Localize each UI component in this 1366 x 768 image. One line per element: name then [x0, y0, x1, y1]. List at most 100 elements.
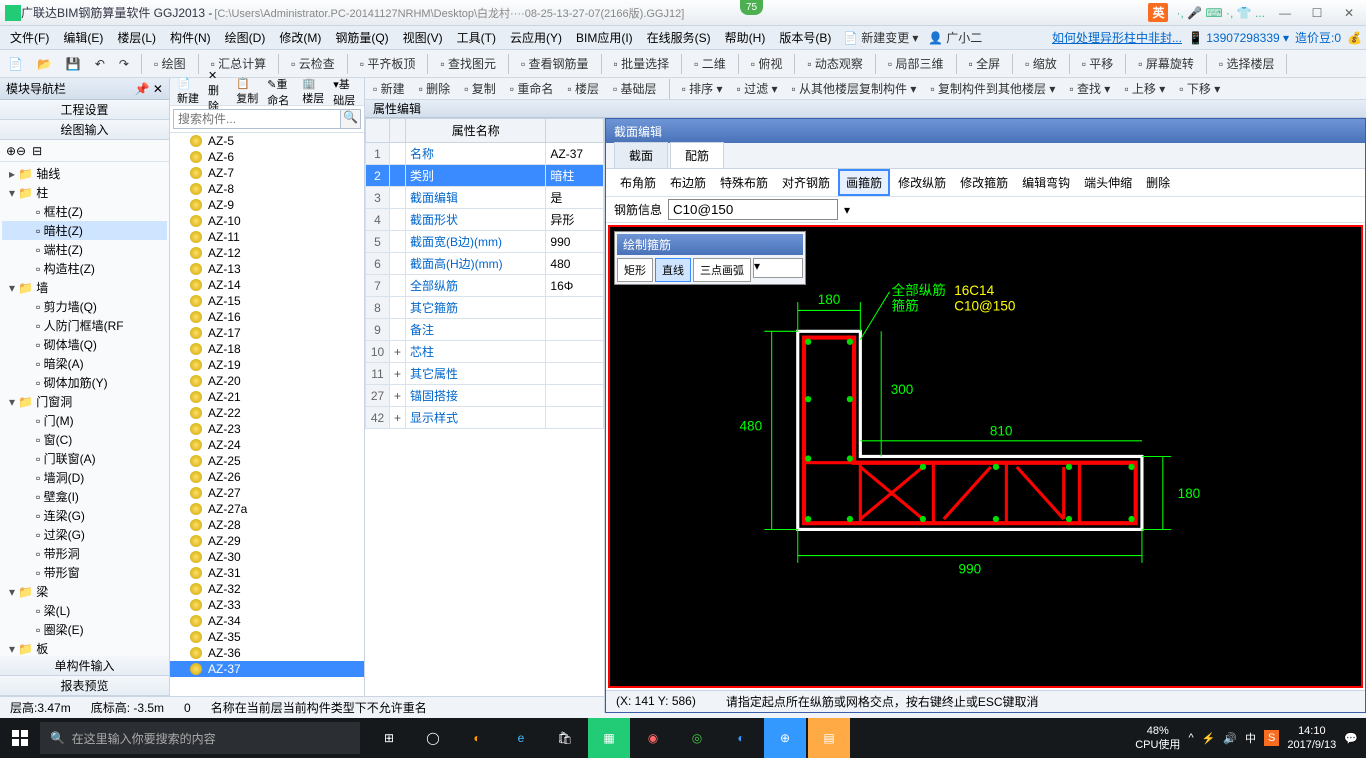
- canvas-tool[interactable]: 三点画弧: [693, 258, 751, 282]
- section-tool[interactable]: 端头伸缩: [1078, 171, 1138, 194]
- open-icon[interactable]: 📂: [33, 55, 56, 73]
- prop-row[interactable]: 4截面形状异形: [366, 209, 604, 231]
- comp-tool[interactable]: ▫ 复制: [460, 78, 500, 99]
- tree-item[interactable]: ▫ 壁龛(I): [2, 487, 167, 506]
- list-item[interactable]: AZ-9: [170, 197, 364, 213]
- color-picker[interactable]: ▾: [753, 258, 803, 278]
- list-item[interactable]: AZ-12: [170, 245, 364, 261]
- tree-item[interactable]: ▫ 梁(L): [2, 601, 167, 620]
- menu-item[interactable]: 视图(V): [397, 27, 449, 48]
- tray-up-icon[interactable]: ^: [1188, 732, 1193, 744]
- menu-item[interactable]: 帮助(H): [719, 27, 772, 48]
- list-item[interactable]: AZ-27a: [170, 501, 364, 517]
- close-button[interactable]: ✕: [1337, 4, 1361, 22]
- tray-net-icon[interactable]: 🔊: [1223, 732, 1237, 745]
- toolbar-button[interactable]: ▫ 动态观察: [803, 53, 867, 74]
- toolbar-button[interactable]: ▫ 局部三维: [884, 53, 948, 74]
- comp-tool[interactable]: ▫ 新建: [369, 78, 409, 99]
- store-icon[interactable]: 🛍: [544, 718, 586, 758]
- maximize-button[interactable]: ☐: [1305, 4, 1329, 22]
- nav-pin-icon[interactable]: 📌 ✕: [135, 82, 163, 96]
- tree-item[interactable]: ▾📁 门窗洞: [2, 392, 167, 411]
- comp-tool[interactable]: ▫ 过滤 ▾: [733, 78, 782, 99]
- list-tool[interactable]: ✎重命名: [264, 74, 296, 110]
- list-item[interactable]: AZ-13: [170, 261, 364, 277]
- list-item[interactable]: AZ-32: [170, 581, 364, 597]
- list-item[interactable]: AZ-10: [170, 213, 364, 229]
- list-item[interactable]: AZ-34: [170, 613, 364, 629]
- list-tool[interactable]: ▾基础层: [330, 74, 360, 110]
- tray-notif-icon[interactable]: 💬: [1344, 732, 1358, 745]
- section-tool[interactable]: 删除: [1140, 171, 1176, 194]
- tree-item[interactable]: ▫ 砌体墙(Q): [2, 335, 167, 354]
- tray-ime-icon[interactable]: 中: [1245, 730, 1256, 746]
- search-input[interactable]: [173, 109, 341, 129]
- list-item[interactable]: AZ-20: [170, 373, 364, 389]
- comp-tool[interactable]: ▫ 删除: [415, 78, 455, 99]
- prop-row[interactable]: 2类别暗柱: [366, 165, 604, 187]
- section-tab[interactable]: 配筋: [670, 142, 724, 168]
- prop-row[interactable]: 6截面高(H边)(mm)480: [366, 253, 604, 275]
- nav-section-settings[interactable]: 工程设置: [0, 100, 169, 120]
- section-tool[interactable]: 布边筋: [664, 171, 712, 194]
- tree-item[interactable]: ▫ 门(M): [2, 411, 167, 430]
- prop-row[interactable]: 7全部纵筋16Φ: [366, 275, 604, 297]
- comp-tool[interactable]: ▫ 下移 ▾: [1175, 78, 1224, 99]
- tree-item[interactable]: ▾📁 板: [2, 639, 167, 656]
- toolbar-button[interactable]: ▫ 查找图元: [436, 53, 500, 74]
- nav-section-draw[interactable]: 绘图输入: [0, 120, 169, 140]
- comp-tool[interactable]: ▫ 复制构件到其他楼层 ▾: [926, 78, 1059, 99]
- app-icon-6[interactable]: ⊕: [764, 718, 806, 758]
- comp-tool[interactable]: ▫ 上移 ▾: [1120, 78, 1169, 99]
- section-tool[interactable]: 编辑弯钩: [1016, 171, 1076, 194]
- list-item[interactable]: AZ-7: [170, 165, 364, 181]
- tray-clock[interactable]: 14:102017/9/13: [1287, 724, 1336, 752]
- list-item[interactable]: AZ-19: [170, 357, 364, 373]
- tree-item[interactable]: ▾📁 柱: [2, 183, 167, 202]
- toolbar-button[interactable]: ▫ 缩放: [1021, 53, 1061, 74]
- list-item[interactable]: AZ-35: [170, 629, 364, 645]
- toolbar-button[interactable]: ▫ 绘图: [150, 53, 190, 74]
- list-item[interactable]: AZ-14: [170, 277, 364, 293]
- app-icon-1[interactable]: ◐: [456, 718, 498, 758]
- prop-row[interactable]: 5截面宽(B边)(mm)990: [366, 231, 604, 253]
- list-item[interactable]: AZ-5: [170, 133, 364, 149]
- prop-row[interactable]: 11+其它属性: [366, 363, 604, 385]
- tree-item[interactable]: ▫ 墙洞(D): [2, 468, 167, 487]
- tree-item[interactable]: ▫ 砌体加筋(Y): [2, 373, 167, 392]
- tree-item[interactable]: ▫ 门联窗(A): [2, 449, 167, 468]
- tree-item[interactable]: ▸📁 轴线: [2, 164, 167, 183]
- prop-row[interactable]: 27+锚固搭接: [366, 385, 604, 407]
- undo-icon[interactable]: ↶: [91, 55, 109, 73]
- nav-tool-1[interactable]: ⊕⊖: [6, 144, 26, 158]
- app-icon-7[interactable]: ▤: [808, 718, 850, 758]
- tree-item[interactable]: ▾📁 墙: [2, 278, 167, 297]
- toolbar-button[interactable]: ▫ 查看钢筋量: [517, 53, 593, 74]
- taskbar-search[interactable]: 🔍 在这里输入你要搜索的内容: [40, 722, 360, 754]
- menu-item[interactable]: 版本号(B): [773, 27, 837, 48]
- tree-item[interactable]: ▫ 过梁(G): [2, 525, 167, 544]
- prop-row[interactable]: 3截面编辑是: [366, 187, 604, 209]
- list-item[interactable]: AZ-11: [170, 229, 364, 245]
- list-item[interactable]: AZ-21: [170, 389, 364, 405]
- prop-row[interactable]: 9备注: [366, 319, 604, 341]
- section-tool[interactable]: 特殊布筋: [714, 171, 774, 194]
- save-icon[interactable]: 💾: [62, 55, 85, 73]
- toolbar-button[interactable]: ▫ 全屏: [965, 53, 1005, 74]
- list-item[interactable]: AZ-36: [170, 645, 364, 661]
- menu-item[interactable]: 在线服务(S): [641, 27, 717, 48]
- search-button[interactable]: 🔍: [341, 109, 361, 129]
- tree-item[interactable]: ▫ 构造柱(Z): [2, 259, 167, 278]
- app-icon-3[interactable]: ◉: [632, 718, 674, 758]
- comp-tool[interactable]: ▫ 排序 ▾: [678, 78, 727, 99]
- list-item[interactable]: AZ-16: [170, 309, 364, 325]
- section-tool[interactable]: 对齐钢筋: [776, 171, 836, 194]
- menu-item[interactable]: 工具(T): [451, 27, 502, 48]
- tree-item[interactable]: ▫ 暗梁(A): [2, 354, 167, 373]
- canvas-tool[interactable]: 矩形: [617, 258, 653, 282]
- ime-icons[interactable]: ·, 🎤 ⌨ ·, 👕 ...: [1176, 6, 1265, 20]
- app-icon-2[interactable]: ▦: [588, 718, 630, 758]
- rebar-info-input[interactable]: [668, 199, 838, 220]
- tree-item[interactable]: ▫ 圈梁(E): [2, 620, 167, 639]
- section-tab[interactable]: 截面: [614, 142, 668, 168]
